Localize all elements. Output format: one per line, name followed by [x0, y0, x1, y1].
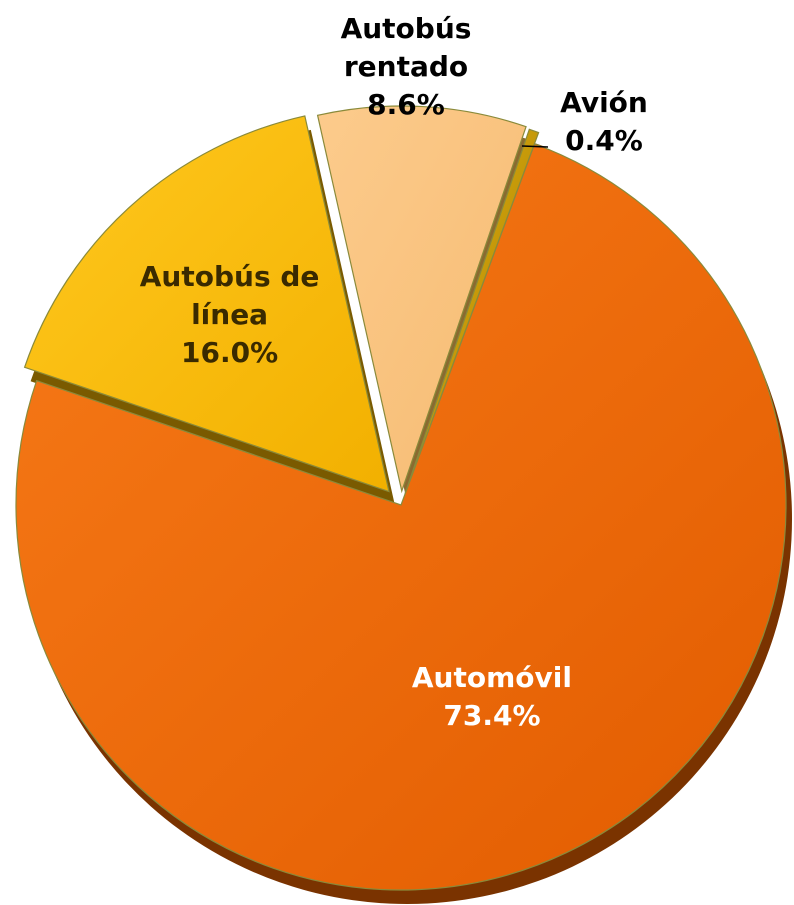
slice-category-label: línea — [191, 298, 268, 331]
slice-category-label: Automóvil — [412, 661, 572, 694]
slice-label-autobus-de-linea: Autobús de línea 16.0% — [140, 260, 320, 369]
slice-value-label: 0.4% — [565, 124, 643, 157]
slice-value-label: 16.0% — [181, 336, 278, 369]
slice-value-label: 8.6% — [367, 88, 445, 121]
slice-label-autobus-rentado: Autobús rentado 8.6% — [341, 12, 472, 121]
leader-line-avion — [521, 145, 549, 148]
pie-slice-automovil — [15, 143, 787, 891]
pie-slice-autobus-de-linea — [23, 115, 390, 493]
slice-category-label: rentado — [344, 50, 468, 83]
slice-category-label: Avión — [560, 86, 648, 119]
slice-label-avion: Avión 0.4% — [560, 86, 648, 157]
pie-slice-autobus-rentado — [316, 105, 527, 494]
slice-label-automovil: Automóvil 73.4% — [412, 661, 572, 732]
slice-category-label: Autobús de — [140, 260, 320, 293]
slice-value-label: 73.4% — [443, 699, 540, 732]
pie-slice-avion — [404, 128, 540, 494]
slice-category-label: Autobús — [341, 12, 472, 45]
